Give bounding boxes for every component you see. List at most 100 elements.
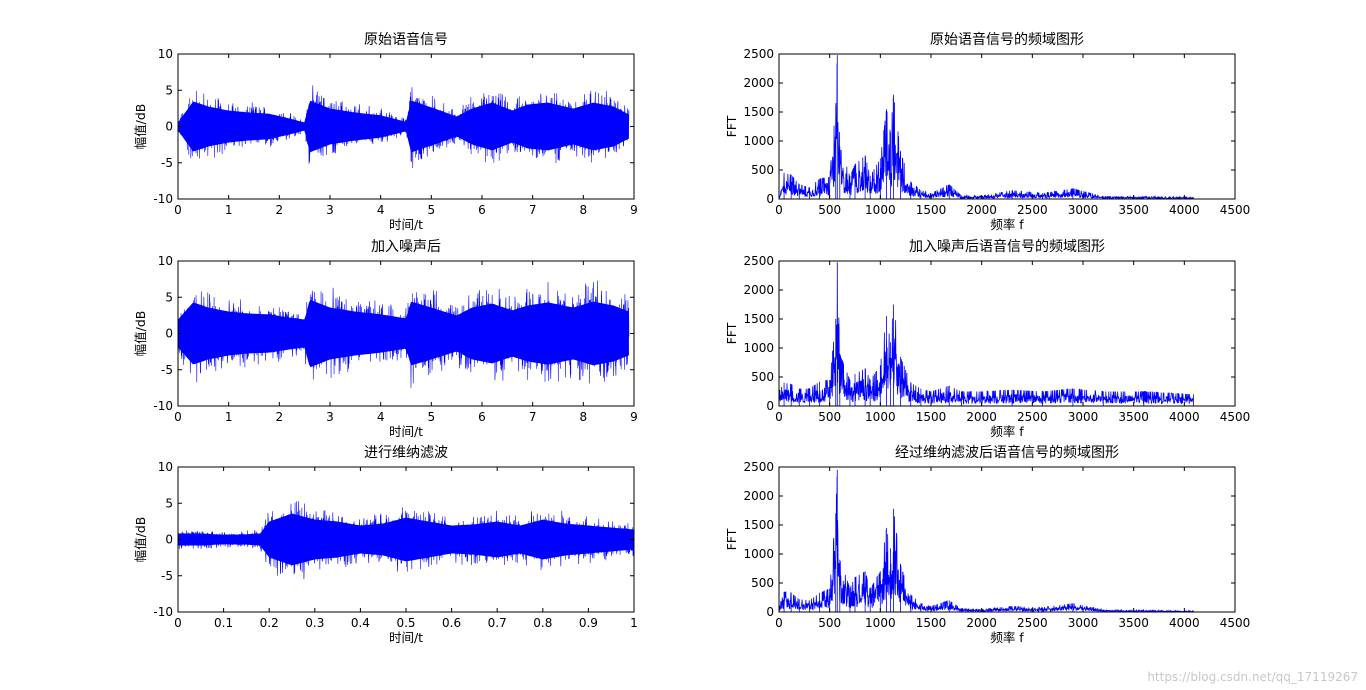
- x-tick-label: 0.1: [214, 616, 233, 630]
- x-tick-label: 4000: [1169, 616, 1200, 630]
- y-axis-label: FFT: [724, 322, 739, 344]
- watermark-text: https://blog.csdn.net/qq_17119267: [1147, 670, 1358, 684]
- x-tick-label: 0: [775, 616, 783, 630]
- x-tick-label: 0: [174, 410, 182, 424]
- x-axis-label: 时间/t: [389, 630, 423, 645]
- y-tick-label: 0: [766, 192, 774, 206]
- x-tick-label: 2500: [1017, 410, 1048, 424]
- x-tick-label: 0: [174, 616, 182, 630]
- x-tick-label: 0: [775, 203, 783, 217]
- y-tick-label: 500: [751, 370, 774, 384]
- series-trace: [779, 262, 1194, 406]
- y-tick-label: 2500: [743, 254, 774, 268]
- x-tick-label: 1000: [865, 616, 896, 630]
- y-tick-label: 2500: [743, 460, 774, 474]
- x-tick-label: 0.2: [260, 616, 279, 630]
- axes-frame: [778, 53, 1236, 200]
- x-tick-label: 2: [276, 203, 284, 217]
- y-tick-label: 5: [165, 83, 173, 97]
- x-tick-label: 0.3: [305, 616, 324, 630]
- y-tick-label: 0: [766, 605, 774, 619]
- x-tick-label: 0.6: [442, 616, 461, 630]
- y-axis-label: FFT: [724, 115, 739, 137]
- x-tick-label: 5: [428, 203, 436, 217]
- chart-title: 原始语音信号: [364, 31, 448, 48]
- x-tick-label: 2500: [1017, 616, 1048, 630]
- x-tick-label: 500: [818, 203, 841, 217]
- x-tick-label: 2000: [966, 410, 997, 424]
- x-tick-label: 4500: [1220, 203, 1251, 217]
- x-tick-label: 8: [580, 410, 588, 424]
- y-tick-label: 0: [165, 533, 173, 547]
- y-tick-label: 2000: [743, 489, 774, 503]
- y-tick-label: 1000: [743, 341, 774, 355]
- y-tick-label: -5: [161, 363, 173, 377]
- y-axis-label: 幅值/dB: [133, 104, 148, 150]
- y-tick-label: 10: [158, 254, 173, 268]
- x-tick-label: 3500: [1118, 203, 1149, 217]
- x-axis-label: 频率 f: [990, 217, 1024, 232]
- x-tick-label: 6: [478, 410, 486, 424]
- y-tick-label: -10: [153, 192, 173, 206]
- y-tick-label: 10: [158, 47, 173, 61]
- x-tick-label: 1500: [916, 203, 947, 217]
- subplot-5: 0 0.1 0.2 0.3 0.4 0.5 0.6 0.7 0.8 0.9 1 -10 -5 0 5 10 进行…: [133, 445, 638, 645]
- y-tick-label: 5: [165, 290, 173, 304]
- x-tick-label: 9: [630, 203, 638, 217]
- y-tick-label: 1500: [743, 518, 774, 532]
- spectrum-line: [779, 469, 1194, 612]
- signal-core: [178, 299, 629, 368]
- y-tick-label: 500: [751, 576, 774, 590]
- x-axis-label: 时间/t: [389, 424, 423, 439]
- x-tick-label: 3: [326, 203, 334, 217]
- x-tick-label: 0.4: [351, 616, 370, 630]
- x-tick-label: 8: [580, 203, 588, 217]
- x-axis-label: 时间/t: [389, 217, 423, 232]
- x-tick-label: 0.8: [533, 616, 552, 630]
- x-tick-label: 4000: [1169, 410, 1200, 424]
- x-tick-label: 2000: [966, 203, 997, 217]
- y-axis-label: FFT: [724, 528, 739, 550]
- y-tick-label: 1000: [743, 134, 774, 148]
- x-tick-label: 0.9: [579, 616, 598, 630]
- x-tick-label: 4: [377, 410, 385, 424]
- x-axis-label: 频率 f: [990, 424, 1024, 439]
- chart-title: 加入噪声后: [371, 239, 441, 255]
- x-tick-label: 500: [818, 410, 841, 424]
- x-tick-label: 1: [225, 410, 233, 424]
- x-tick-label: 7: [529, 203, 537, 217]
- y-tick-label: 5: [165, 496, 173, 510]
- x-tick-label: 1: [225, 203, 233, 217]
- spectrum-line: [779, 55, 1194, 199]
- y-tick-label: -5: [161, 569, 173, 583]
- subplot-4: 0 500 1000 1500 2000 2500 3000 3500 4000 4500 0 500…: [724, 238, 1250, 439]
- y-tick-label: -10: [153, 399, 173, 413]
- x-tick-label: 1000: [865, 203, 896, 217]
- signal-core: [178, 513, 634, 566]
- x-tick-label: 4500: [1220, 410, 1251, 424]
- y-tick-label: 500: [751, 163, 774, 177]
- x-tick-label: 0: [174, 203, 182, 217]
- x-tick-label: 3000: [1068, 616, 1099, 630]
- chart-title: 原始语音信号的频域图形: [930, 31, 1084, 48]
- x-tick-label: 4000: [1169, 203, 1200, 217]
- y-tick-label: 0: [165, 120, 173, 134]
- x-tick-label: 6: [478, 203, 486, 217]
- chart-title: 加入噪声后语音信号的频域图形: [909, 238, 1105, 255]
- series-trace: [779, 469, 1194, 612]
- y-tick-label: 0: [165, 327, 173, 341]
- y-tick-label: 10: [158, 460, 173, 474]
- x-tick-label: 0.7: [488, 616, 507, 630]
- y-tick-label: -5: [161, 156, 173, 170]
- subplot-2: 0 500 1000 1500 2000 2500 3000 3500 4000 4500 0 500…: [724, 31, 1250, 232]
- x-tick-label: 3: [326, 410, 334, 424]
- spectrum-line: [779, 262, 1194, 406]
- x-tick-label: 4: [377, 203, 385, 217]
- series-trace: [779, 55, 1194, 199]
- x-tick-label: 1500: [916, 410, 947, 424]
- x-tick-label: 1500: [916, 616, 947, 630]
- y-tick-label: 2000: [743, 283, 774, 297]
- y-tick-label: 2000: [743, 76, 774, 90]
- y-tick-label: 0: [766, 399, 774, 413]
